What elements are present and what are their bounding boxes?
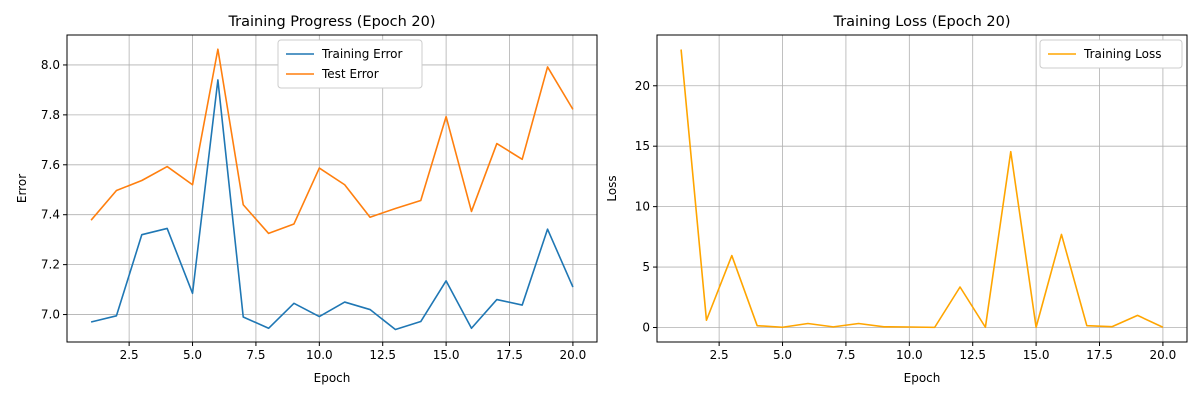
x-tick-label: 17.5	[496, 348, 523, 362]
series-line-training-loss	[680, 49, 1164, 329]
y-tick-label: 20	[635, 79, 650, 93]
x-tick-label: 15.0	[1023, 348, 1050, 362]
legend-frame	[277, 39, 423, 89]
y-axis-label: Loss	[605, 175, 619, 201]
x-axis-label: Epoch	[314, 371, 351, 385]
legend: Training Error Test Error	[277, 39, 423, 89]
chart-panel-2: 2.5 5.0 7.5 10.0 12.5 15.0 17.5 20.0 0 5 10 15 20 Epo…	[605, 14, 1188, 385]
x-tick-label: 20.0	[1150, 348, 1177, 362]
series-line-test-error	[90, 48, 574, 235]
x-tick-label: 12.5	[369, 348, 396, 362]
y-tick-label: 15	[635, 139, 650, 153]
x-tick-label: 2.5	[710, 348, 729, 362]
x-tick-label: 15.0	[433, 348, 460, 362]
chart-title: Training Progress (Epoch 20)	[227, 14, 435, 30]
y-tick-label: 0	[642, 320, 650, 334]
x-tick-label: 5.0	[773, 348, 792, 362]
x-tick-label: 10.0	[306, 348, 333, 362]
legend-label: Training Loss	[1083, 47, 1161, 61]
axes-frame	[656, 34, 1188, 343]
chart-title: Training Loss (Epoch 20)	[832, 14, 1010, 30]
y-tick-label: 7.2	[41, 258, 60, 272]
legend: Training Loss	[1039, 39, 1183, 69]
x-tick-label: 5.0	[183, 348, 202, 362]
chart-panel-1: 2.5 5.0 7.5 10.0 12.5 15.0 17.5 20.0 7.0 7.2 7.4 7.…	[15, 14, 598, 385]
y-tick-label: 8.0	[41, 58, 60, 72]
y-tick-label: 7.8	[41, 108, 60, 122]
x-tick-label: 17.5	[1086, 348, 1113, 362]
y-tick-label: 10	[635, 200, 650, 214]
legend-label: Training Error	[321, 47, 402, 61]
series-line-training-error	[90, 79, 574, 331]
x-tick-label: 7.5	[836, 348, 855, 362]
legend-frame	[1039, 39, 1183, 69]
x-axis-label: Epoch	[904, 371, 941, 385]
y-tick-label: 5	[642, 260, 650, 274]
x-tick-label: 20.0	[560, 348, 587, 362]
y-tick-label: 7.4	[41, 208, 60, 222]
legend-label: Test Error	[321, 67, 379, 81]
x-tick-label: 2.5	[120, 348, 139, 362]
x-tick-label: 7.5	[246, 348, 265, 362]
axes-frame	[66, 34, 598, 343]
x-tick-label: 10.0	[896, 348, 923, 362]
y-axis-label: Error	[15, 174, 29, 203]
x-tick-label: 12.5	[959, 348, 986, 362]
y-tick-label: 7.0	[41, 308, 60, 322]
y-tick-label: 7.6	[41, 158, 60, 172]
